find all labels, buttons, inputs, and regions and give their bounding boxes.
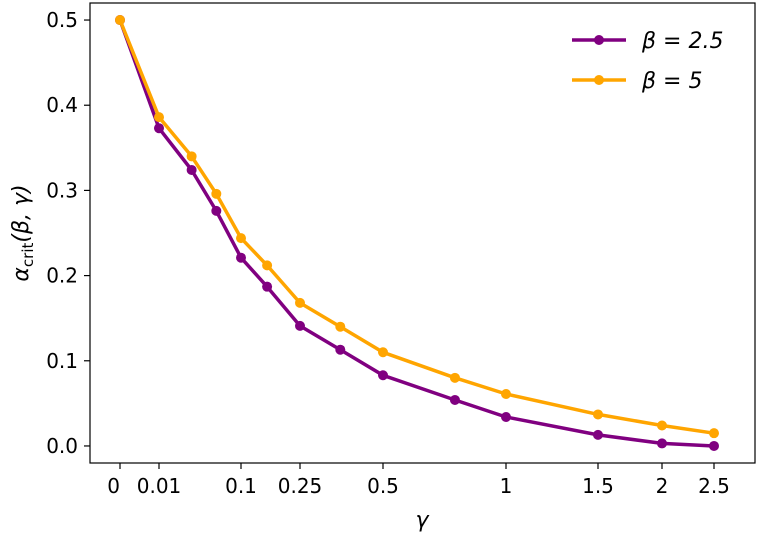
x-tick-label: 1 [500,474,513,498]
legend-label: β = 2.5 [641,29,723,54]
data-point [211,188,222,199]
data-point [501,412,511,422]
data-point [335,344,346,355]
legend-swatch-marker [594,35,604,45]
legend-swatch-marker [594,75,604,85]
y-axis-label: αcrit(β, γ) [9,184,37,281]
y-tick-label: 0.2 [46,264,78,288]
data-point [593,429,603,440]
legend-item-2: β = 5 [572,69,702,94]
data-point [236,252,246,263]
y-axis-label-args: (β, γ) [9,184,34,242]
data-point [115,15,125,26]
data-point [186,151,197,162]
data-point [501,389,511,399]
data-point [154,112,164,123]
data-point [378,370,388,381]
series-1 [115,15,719,451]
series-2 [115,15,719,439]
y-axis-label-main: α [9,267,34,282]
y-axis-ticks: 0.0 0.1 0.2 0.3 0.4 0.5 [46,8,90,458]
data-point [449,394,460,405]
y-tick-label: 0.4 [46,93,78,117]
legend: β = 2.5 β = 5 [572,29,723,94]
x-tick-label: 0.5 [367,474,399,498]
data-point [262,260,273,271]
plot-frame [89,2,756,464]
legend-item-1: β = 2.5 [572,29,723,54]
x-axis-ticks: 0 0.01 0.1 0.25 0.5 1 1.5 2 2.5 [107,463,730,498]
data-point [154,123,164,134]
data-point [657,438,667,449]
data-point [186,164,197,175]
series-line [118,19,715,435]
x-tick-label: 2.5 [698,474,730,498]
data-point [295,297,305,308]
data-point [262,281,273,292]
y-tick-label: 0.3 [46,178,78,202]
x-tick-label: 0.01 [137,474,182,498]
data-point [657,420,667,431]
data-point [449,372,460,383]
data-point [709,440,719,451]
data-point [593,409,603,420]
series-layer [115,15,719,451]
data-point [335,321,346,332]
data-point [378,347,388,358]
y-tick-label: 0.5 [46,8,78,32]
y-axis-label-sub: crit [19,243,37,268]
data-point [295,320,305,331]
data-point [236,233,246,244]
x-tick-label: 0.1 [225,474,257,498]
series-line [118,19,715,448]
legend-label: β = 5 [641,69,702,94]
x-tick-label: 0 [107,474,120,498]
y-tick-label: 0.0 [46,434,78,458]
x-tick-label: 1.5 [582,474,614,498]
x-tick-label: 0.25 [278,474,323,498]
y-tick-label: 0.1 [46,349,78,373]
x-axis-label: γ [415,508,429,533]
x-tick-label: 2 [656,474,669,498]
data-point [211,205,222,216]
data-point [709,428,719,439]
